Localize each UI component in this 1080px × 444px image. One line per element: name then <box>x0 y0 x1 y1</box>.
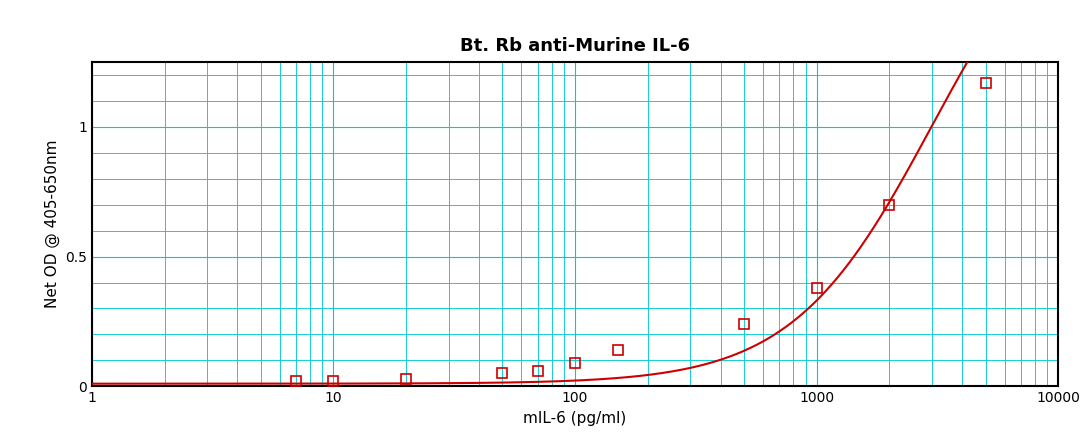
Title: Bt. Rb anti-Murine IL-6: Bt. Rb anti-Murine IL-6 <box>460 37 690 55</box>
Y-axis label: Net OD @ 405-650nm: Net OD @ 405-650nm <box>44 140 59 309</box>
X-axis label: mIL-6 (pg/ml): mIL-6 (pg/ml) <box>524 411 626 426</box>
